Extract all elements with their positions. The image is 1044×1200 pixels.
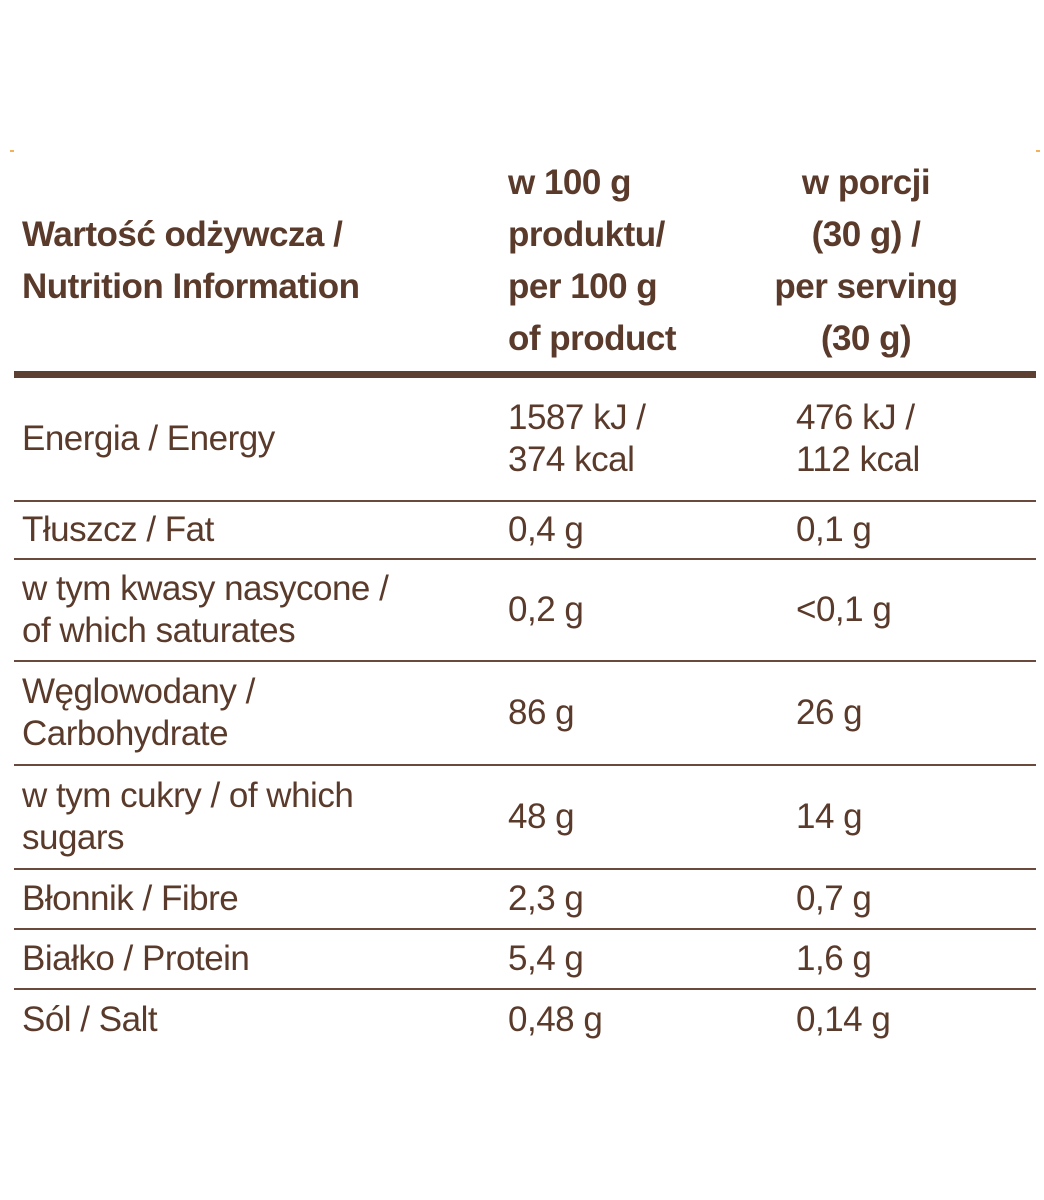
corner-mark-left [10, 150, 14, 152]
row-salt-per100: 0,48 g [508, 1000, 603, 1039]
row-sugars-per100: 48 g [508, 797, 575, 836]
row-salt-serving: 0,14 g [796, 1000, 891, 1039]
row-carbohydrate-name: Węglowodany / Carbohydrate [22, 672, 255, 753]
row-sugars-serving: 14 g [796, 797, 863, 836]
table-row: w tym cukry / of which sugars 48 g 14 g [14, 766, 1036, 870]
row-fibre-per100: 2,3 g [508, 879, 584, 918]
table-row: Białko / Protein 5,4 g 1,6 g [14, 930, 1036, 990]
row-energy-serving: 476 kJ / 112 kcal [796, 398, 920, 479]
header-nutrient: Wartość odżywcza / Nutrition Information [22, 214, 360, 306]
corner-mark-right [1036, 150, 1040, 152]
header-per-serving: w porcji (30 g) / per serving (30 g) [774, 162, 958, 358]
row-saturates-per100: 0,2 g [508, 590, 584, 629]
row-protein-per100: 5,4 g [508, 939, 584, 978]
table-header: Wartość odżywcza / Nutrition Information… [14, 150, 1036, 378]
table-row: Sól / Salt 0,48 g 0,14 g [14, 990, 1036, 1050]
table-row: Węglowodany / Carbohydrate 86 g 26 g [14, 662, 1036, 766]
row-energy-per100: 1587 kJ / 374 kcal [508, 398, 646, 479]
row-sugars-name: w tym cukry / of which sugars [22, 776, 354, 857]
row-fat-per100: 0,4 g [508, 510, 584, 549]
row-carbohydrate-per100: 86 g [508, 693, 575, 732]
row-fibre-name: Błonnik / Fibre [22, 879, 239, 918]
row-saturates-name: w tym kwasy nasycone / of which saturate… [22, 569, 389, 650]
row-fibre-serving: 0,7 g [796, 879, 872, 918]
table-row: Tłuszcz / Fat 0,4 g 0,1 g [14, 502, 1036, 560]
row-fat-serving: 0,1 g [796, 510, 872, 549]
row-energy-name: Energia / Energy [22, 419, 275, 458]
row-protein-name: Białko / Protein [22, 939, 250, 978]
row-carbohydrate-serving: 26 g [796, 693, 863, 732]
table-row: w tym kwasy nasycone / of which saturate… [14, 560, 1036, 662]
row-saturates-serving: <0,1 g [796, 590, 892, 629]
table-row: Błonnik / Fibre 2,3 g 0,7 g [14, 870, 1036, 930]
table-row: Energia / Energy 1587 kJ / 374 kcal 476 … [14, 378, 1036, 502]
header-per-100g: w 100 g produktu/ per 100 g of product [508, 162, 677, 358]
row-protein-serving: 1,6 g [796, 939, 872, 978]
row-fat-name: Tłuszcz / Fat [22, 510, 214, 549]
row-salt-name: Sól / Salt [22, 1000, 158, 1039]
nutrition-table: Wartość odżywcza / Nutrition Information… [14, 150, 1036, 1050]
